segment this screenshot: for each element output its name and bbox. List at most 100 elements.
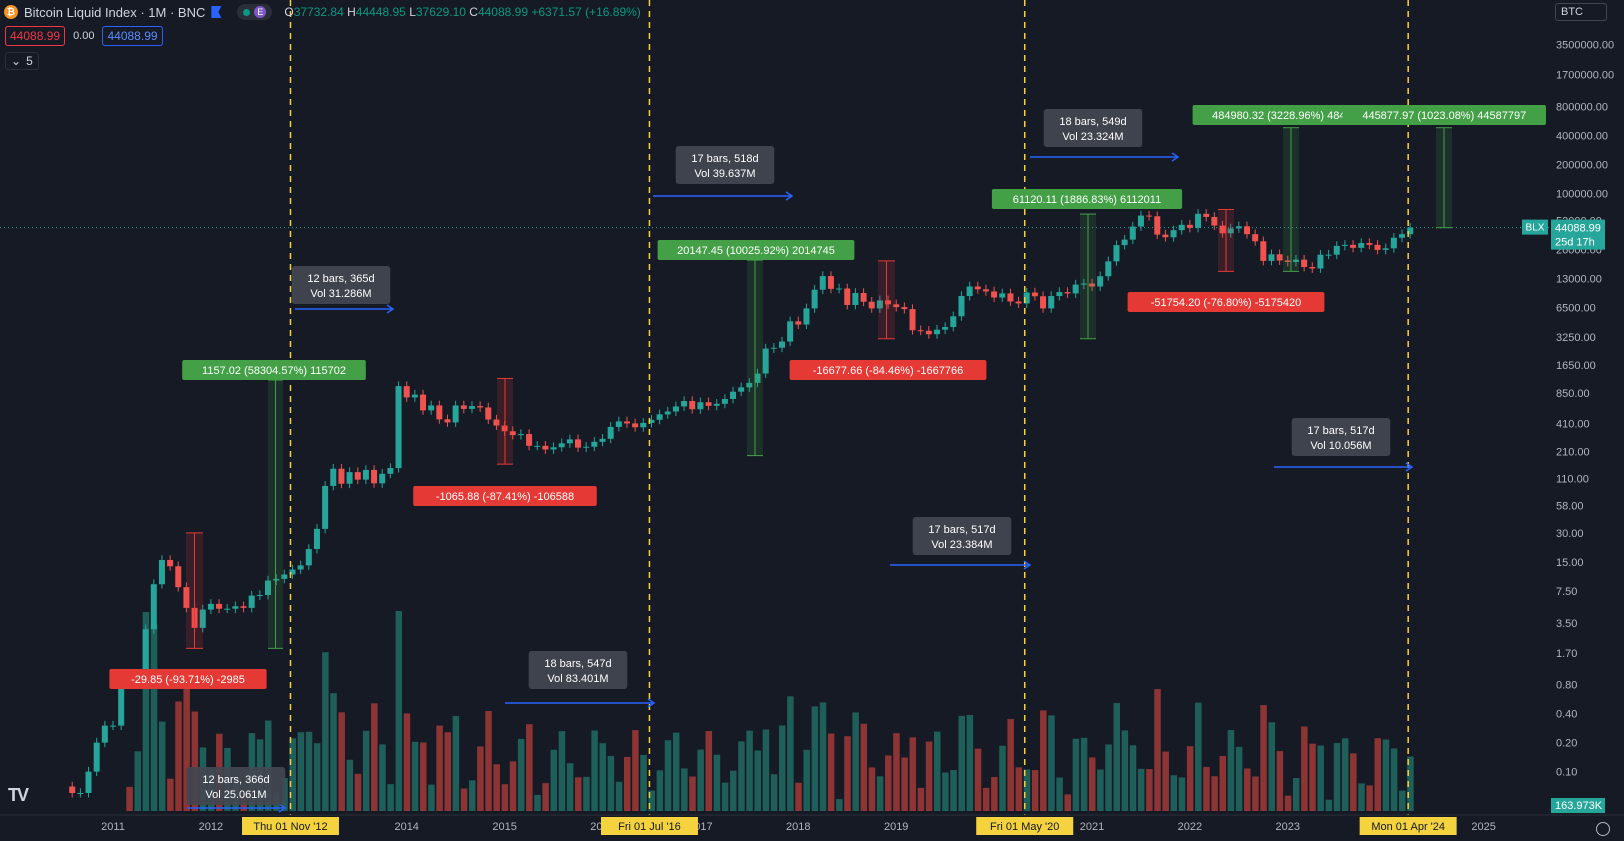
- volume-bar: [925, 741, 933, 811]
- range-label-box[interactable]: [186, 767, 286, 805]
- candle-body: [509, 431, 516, 436]
- price-axis-label: 210.00: [1556, 446, 1590, 458]
- measure-label: 445877.97 (1023.08%) 44587797: [1362, 110, 1526, 122]
- market-status-dot: [243, 8, 251, 16]
- candle-body: [787, 321, 794, 342]
- candle-body: [1031, 292, 1038, 297]
- measure-label-box[interactable]: [1342, 105, 1546, 125]
- volume-bar: [583, 776, 590, 811]
- volume-bar: [1203, 766, 1210, 811]
- candle-body: [338, 468, 345, 484]
- candle-body: [754, 373, 761, 383]
- range-label-box[interactable]: [528, 651, 628, 689]
- range-vol-label: Vol 25.061M: [205, 789, 266, 801]
- price-axis-label: 0.10: [1556, 767, 1577, 779]
- volume-bar: [730, 770, 737, 811]
- time-axis-label: 2022: [1178, 821, 1202, 833]
- candle-body: [1089, 283, 1095, 287]
- candle-body: [1064, 292, 1071, 294]
- symbol-title[interactable]: Bitcoin Liquid Index · 1M · BNC: [24, 4, 206, 20]
- candle-body: [526, 434, 533, 446]
- range-label-box[interactable]: [291, 266, 391, 304]
- volume-bar: [1113, 703, 1120, 811]
- tradingview-logo-icon[interactable]: TV: [8, 785, 29, 805]
- measure-label-box[interactable]: [109, 669, 267, 689]
- candle-body: [1325, 254, 1332, 256]
- candle-body: [876, 300, 883, 309]
- volume-bar: [803, 749, 810, 811]
- candle-body: [110, 725, 116, 727]
- volume-bar: [1390, 748, 1398, 811]
- range-label-box[interactable]: [912, 517, 1012, 555]
- volume-bar: [550, 749, 558, 811]
- candle-body: [322, 485, 329, 529]
- candle-body: [1056, 292, 1063, 297]
- currency-selector[interactable]: BTC: [1555, 3, 1607, 21]
- date-marker-label-top: Thu 01 Nov '12: [253, 821, 327, 833]
- measure-label-box[interactable]: [1127, 292, 1325, 312]
- sell-price-button[interactable]: 44088.99: [5, 26, 66, 46]
- volume-bar: [966, 714, 974, 811]
- candle-body: [371, 469, 378, 484]
- candle-body: [1390, 237, 1397, 249]
- volume-bar: [1350, 753, 1357, 811]
- volume-bar: [452, 715, 460, 811]
- settings-icon[interactable]: [1596, 822, 1610, 836]
- range-label-box[interactable]: [1043, 109, 1143, 147]
- range-bars-label: 17 bars, 517d: [928, 524, 995, 536]
- measure-label-box[interactable]: [991, 189, 1183, 209]
- volume-bar: [868, 767, 876, 811]
- measure-label-box[interactable]: [182, 360, 366, 380]
- candle-body: [1317, 254, 1324, 269]
- candle-body: [672, 406, 679, 412]
- range-vol-label: Vol 23.324M: [1062, 131, 1123, 143]
- volume-bar: [893, 733, 900, 811]
- candle-body: [183, 587, 190, 608]
- candle-body: [362, 469, 369, 480]
- range-label-box[interactable]: [675, 146, 775, 184]
- flag-icon[interactable]: [211, 6, 222, 18]
- candle-body: [664, 411, 671, 415]
- candle-body: [232, 606, 239, 609]
- status-pill[interactable]: E: [237, 4, 273, 20]
- candle-body: [713, 403, 720, 406]
- volume-bar: [517, 738, 525, 811]
- volume-bar: [836, 799, 843, 811]
- candle-body: [411, 394, 418, 398]
- measure-label-box[interactable]: [413, 486, 597, 506]
- current-price-box[interactable]: [1551, 219, 1605, 250]
- volume-bar: [265, 720, 272, 811]
- candle-body: [1023, 292, 1030, 304]
- candle-body: [811, 289, 818, 309]
- measure-label-box[interactable]: [657, 240, 855, 260]
- volume-bar: [501, 784, 509, 811]
- candle-body: [1252, 234, 1259, 242]
- volume-bar: [1170, 775, 1178, 811]
- measure-label-box[interactable]: [789, 360, 987, 380]
- volume-bar: [1121, 730, 1129, 811]
- price-axis-label: 26000.00: [1556, 245, 1602, 257]
- candle-body: [216, 603, 223, 609]
- volume-bar: [1211, 776, 1218, 811]
- indicators-toggle[interactable]: ⌄ 5: [5, 52, 39, 70]
- volume-bar: [175, 701, 182, 811]
- volume-bar: [909, 737, 917, 811]
- volume-bar: [509, 761, 517, 811]
- ohlc-values: O37732.84 H44448.95 L37629.10 C44088.99 …: [284, 5, 641, 19]
- volume-bar: [738, 741, 745, 811]
- buy-price-button[interactable]: 44088.99: [102, 26, 163, 46]
- volume-bar: [313, 743, 321, 811]
- volume-bar: [1023, 769, 1031, 811]
- measure-label-box[interactable]: [1192, 105, 1390, 125]
- range-arrow-icon: [1171, 152, 1180, 162]
- volume-bar: [183, 681, 190, 811]
- candle-body: [85, 771, 92, 793]
- range-label-box[interactable]: [1291, 418, 1391, 456]
- volume-bar: [1333, 743, 1341, 811]
- volume-bar: [1341, 738, 1349, 811]
- volume-bar: [1064, 794, 1072, 811]
- volume-bar: [142, 611, 150, 811]
- candle-body: [1382, 248, 1389, 250]
- candle-body: [379, 473, 386, 484]
